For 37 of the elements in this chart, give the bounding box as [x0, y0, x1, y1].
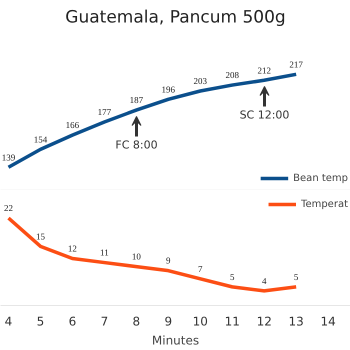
- data-label: 203: [194, 76, 208, 86]
- data-label: 15: [36, 231, 46, 242]
- data-label: 196: [162, 84, 176, 94]
- data-label: 22: [4, 203, 13, 214]
- x-tick-label: 13: [288, 314, 304, 328]
- x-tick-label: 14: [320, 314, 336, 328]
- data-label: 187: [130, 95, 144, 106]
- data-label: 177: [98, 106, 112, 117]
- x-tick-label: 7: [100, 314, 108, 328]
- x-axis-title: Minutes: [152, 334, 200, 348]
- legend-label: Temperat: [301, 198, 348, 210]
- annotation: FC 8:00: [115, 138, 158, 152]
- data-label: 7: [198, 264, 204, 274]
- x-tick-label: 8: [132, 314, 140, 328]
- legend-label: Bean temp: [293, 172, 348, 184]
- x-tick-label: 11: [224, 314, 240, 328]
- data-label: 217: [289, 59, 304, 70]
- data-label: 139: [2, 152, 16, 162]
- chart-title: Guatemala, Pancum 500g: [65, 8, 286, 28]
- data-label: 5: [294, 272, 299, 282]
- data-label: 4: [262, 276, 267, 286]
- data-label: 212: [257, 65, 271, 76]
- data-label: 154: [34, 134, 48, 144]
- data-label: 208: [225, 70, 240, 80]
- x-tick-label: 6: [68, 314, 76, 328]
- data-label: 12: [68, 244, 77, 254]
- x-tick-label: 10: [192, 314, 208, 328]
- x-tick-label: 12: [256, 314, 272, 328]
- data-label: 5: [230, 272, 235, 282]
- data-label: 9: [166, 256, 172, 266]
- x-tick-label: 5: [36, 314, 44, 328]
- data-label: 166: [66, 120, 80, 130]
- data-label: 11: [100, 248, 109, 258]
- x-tick-label: 9: [164, 314, 172, 328]
- annotation: SC 12:00: [240, 108, 290, 122]
- x-tick-label: 4: [4, 314, 12, 328]
- data-label: 10: [132, 252, 142, 262]
